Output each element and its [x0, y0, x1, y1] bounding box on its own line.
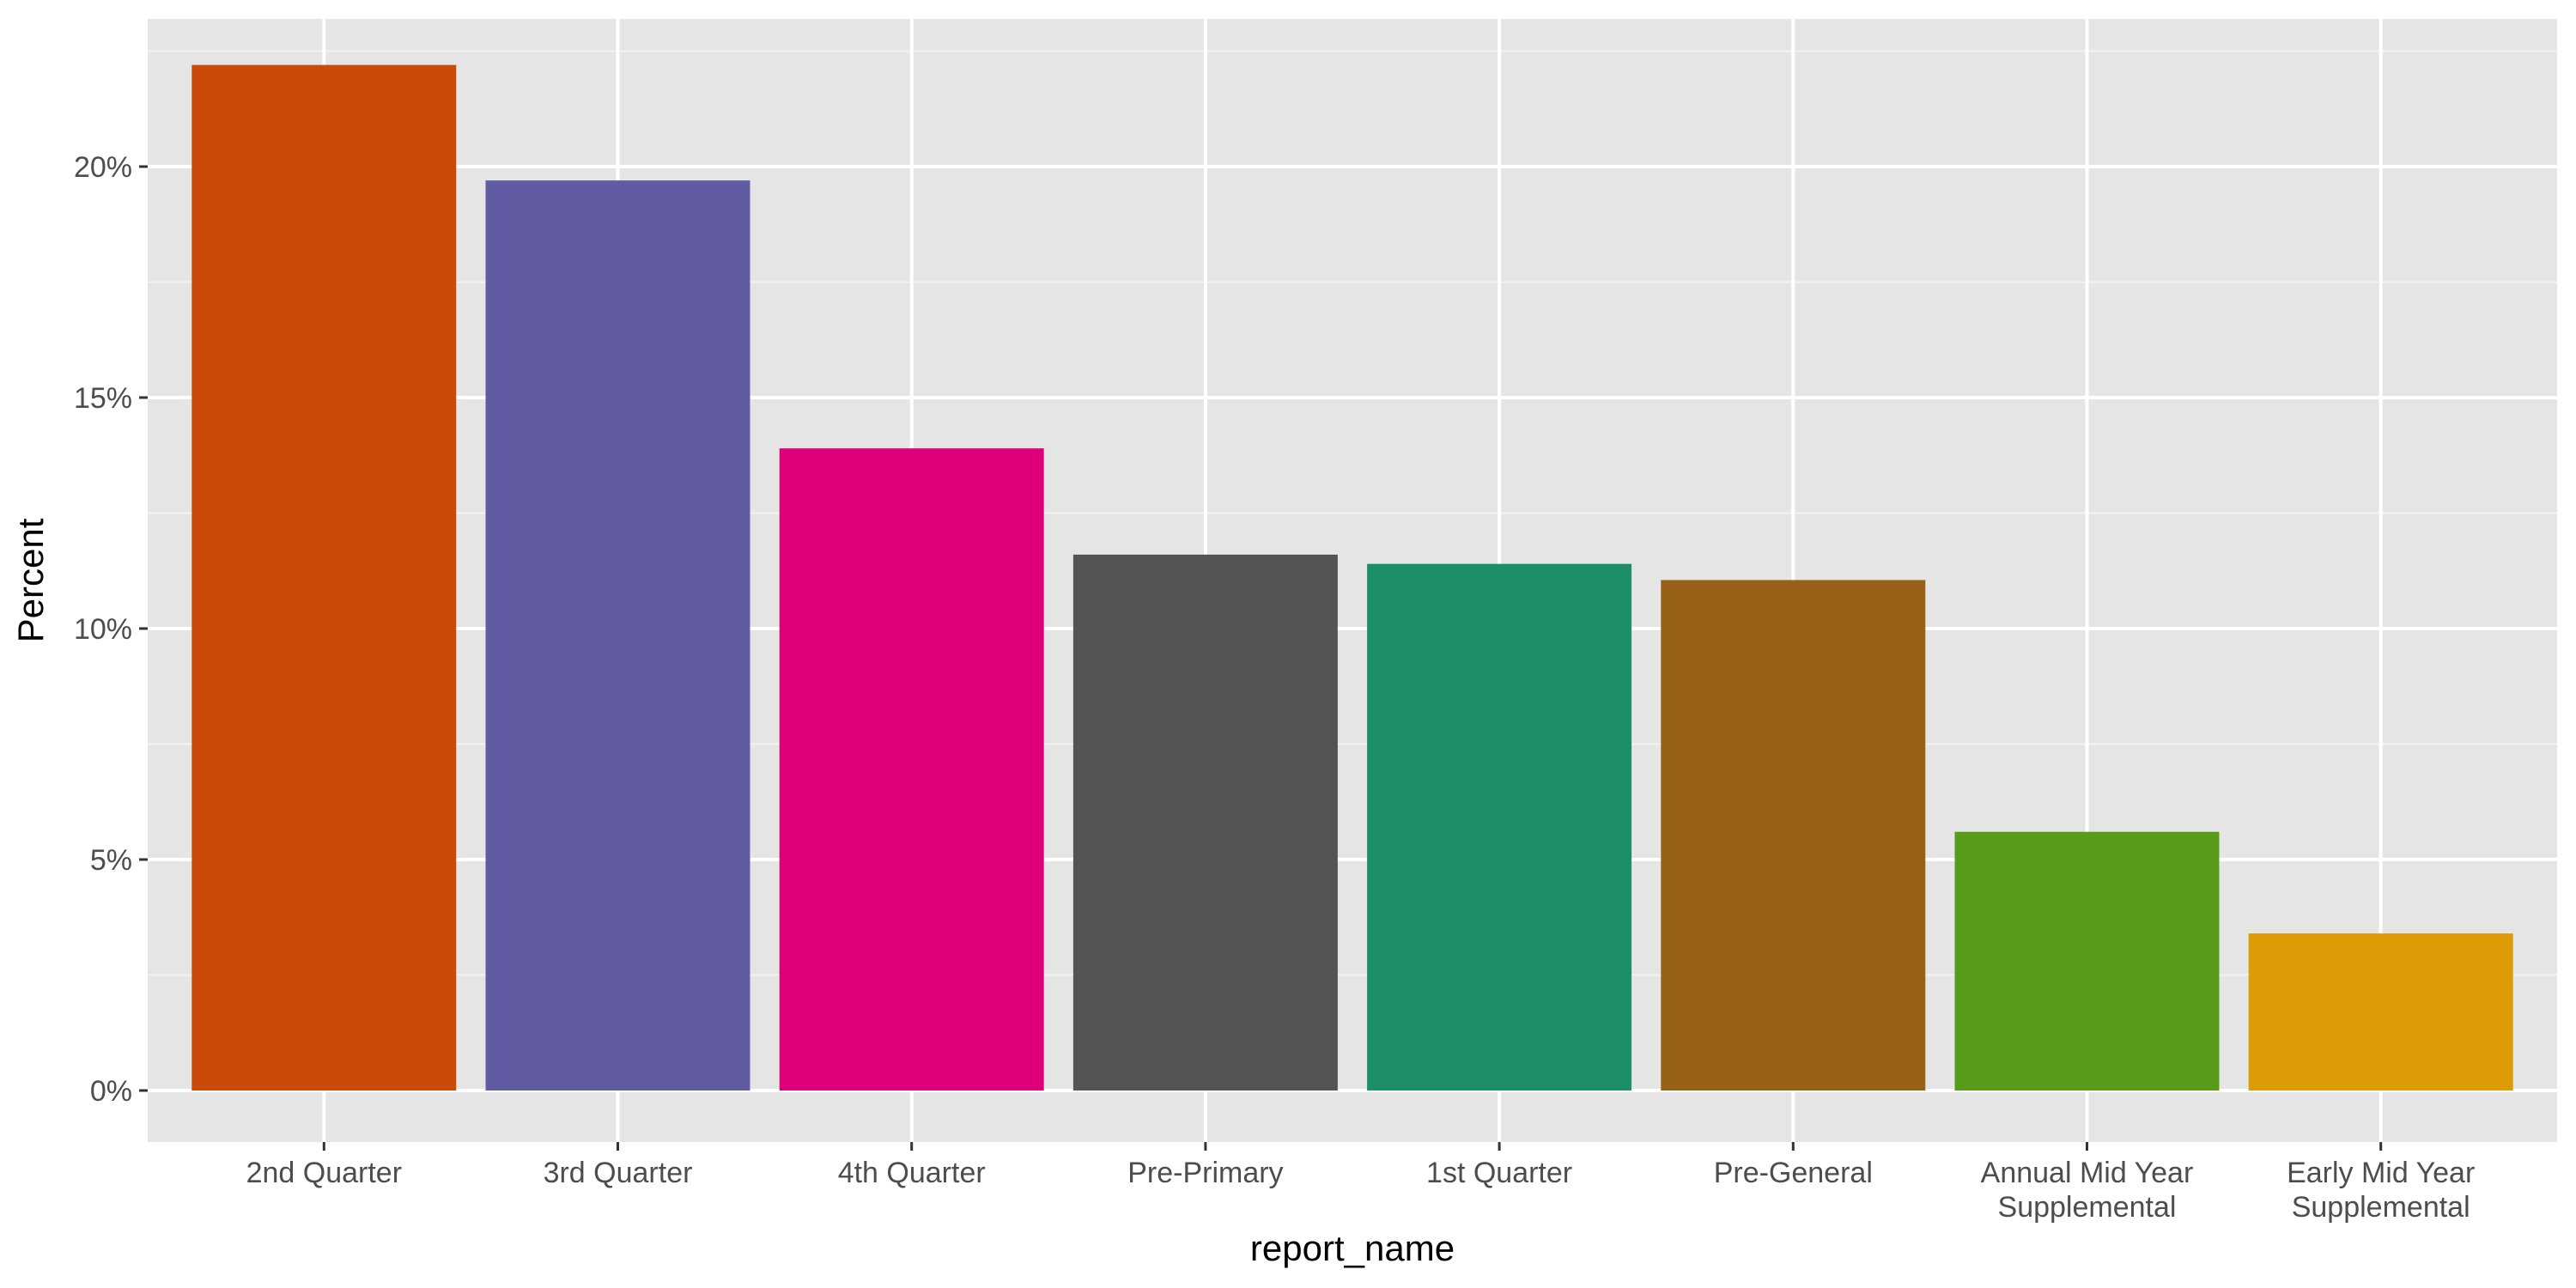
- y-axis-title: Percent: [10, 518, 51, 642]
- x-tick-label-line: Pre-Primary: [1127, 1157, 1283, 1189]
- x-tick-label: Early Mid Year Supplemental: [2287, 1157, 2475, 1224]
- x-tick-label-line: Supplemental: [1998, 1191, 2177, 1224]
- x-tick-label-line: Supplemental: [2292, 1191, 2470, 1224]
- x-tick-label: 4th Quarter: [838, 1157, 986, 1189]
- y-tick-label: 15%: [74, 382, 132, 415]
- y-tick-label: 10%: [74, 613, 132, 646]
- x-tick-label: 1st Quarter: [1426, 1157, 1572, 1189]
- y-tick-label: 5%: [90, 844, 132, 877]
- bar: [1367, 563, 1632, 1091]
- bar: [1661, 580, 1926, 1091]
- x-tick-label-line: 4th Quarter: [838, 1157, 986, 1189]
- x-tick-label-line: 2nd Quarter: [246, 1157, 402, 1189]
- x-tick-label: Pre-General: [1714, 1157, 1873, 1189]
- bar: [2248, 933, 2513, 1091]
- y-tick-label: 0%: [90, 1075, 132, 1108]
- bar: [779, 448, 1044, 1091]
- x-tick-label-line: Annual Mid Year: [1981, 1157, 2194, 1189]
- bars: [191, 64, 2513, 1091]
- x-axis-title: report_name: [1250, 1228, 1455, 1268]
- x-tick-label-line: Early Mid Year: [2287, 1157, 2475, 1189]
- x-tick-label: Pre-Primary: [1127, 1157, 1283, 1189]
- x-tick-label: 3rd Quarter: [544, 1157, 693, 1189]
- y-axis: 0% 5% 10% 15% 20%: [74, 151, 148, 1108]
- x-tick-label: Annual Mid Year Supplemental: [1981, 1157, 2194, 1224]
- x-tick-label-line: 1st Quarter: [1426, 1157, 1572, 1189]
- bar: [191, 64, 457, 1091]
- bar: [1072, 554, 1338, 1091]
- x-axis: 2nd Quarter 3rd Quarter 4th Quarter Pre-Pri…: [246, 1142, 2475, 1224]
- bar: [1954, 831, 2220, 1091]
- x-tick-label: 2nd Quarter: [246, 1157, 402, 1189]
- x-tick-label-line: Pre-General: [1714, 1157, 1873, 1189]
- bar: [485, 180, 750, 1091]
- x-tick-label-line: 3rd Quarter: [544, 1157, 693, 1189]
- y-tick-label: 20%: [74, 151, 132, 184]
